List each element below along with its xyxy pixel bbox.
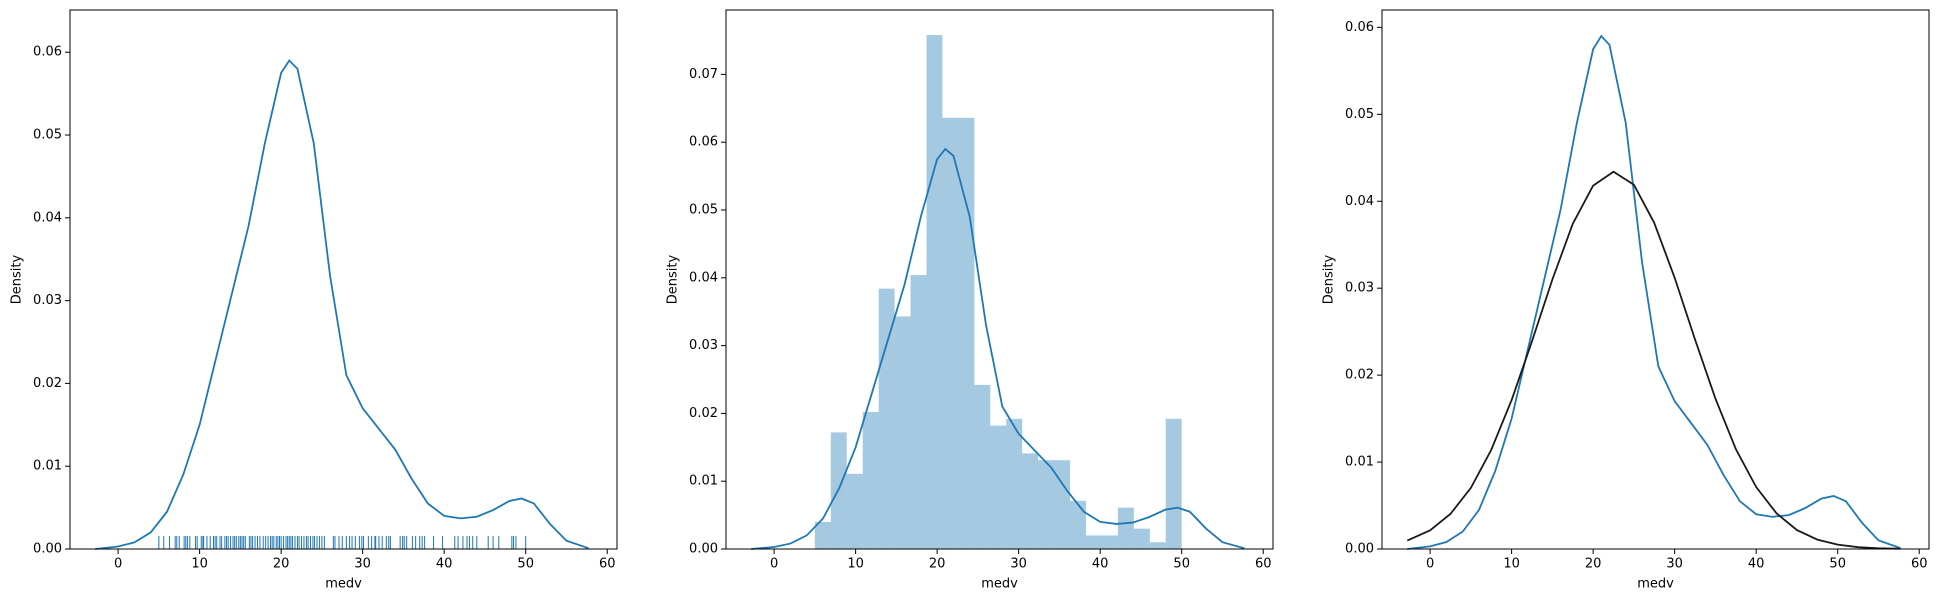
histogram-bar	[1085, 535, 1102, 549]
y-tick-label: 0.03	[33, 293, 62, 308]
density-line	[95, 59, 589, 550]
y-axis-label: Density	[1322, 254, 1337, 304]
x-tick-label: 40	[1092, 557, 1109, 572]
histogram-bar	[1038, 460, 1055, 549]
x-tick-label: 30	[1666, 557, 1683, 572]
histogram-bar	[1117, 507, 1134, 549]
x-tick-label: 10	[1503, 557, 1520, 572]
y-tick-label: 0.05	[33, 128, 62, 143]
y-tick-label: 0.04	[1345, 194, 1374, 209]
x-tick-label: 40	[1748, 557, 1765, 572]
x-tick-label: 0	[1426, 557, 1434, 572]
y-tick-label: 0.00	[33, 542, 62, 557]
axes-frame	[725, 9, 1274, 550]
y-axis-label: Density	[666, 254, 681, 304]
histogram-bar	[1006, 418, 1023, 549]
y-tick-label: 0.01	[1345, 455, 1374, 470]
histogram-bar	[1022, 453, 1039, 549]
histogram-bar	[846, 473, 863, 549]
y-tick-label: 0.00	[689, 542, 718, 557]
y-tick-label: 0.06	[1345, 20, 1374, 35]
axes-frame	[1381, 9, 1930, 550]
y-tick-label: 0.03	[689, 338, 718, 353]
histogram-bar	[1101, 535, 1118, 549]
x-tick-label: 10	[191, 557, 208, 572]
histogram-bar	[1133, 528, 1150, 549]
subplot: 0 10 20 30 40 50 60 0.00 0.01 0.02 0.03 0.04 0.05 0.0…	[666, 9, 1274, 592]
x-tick-label: 50	[1829, 557, 1846, 572]
x-tick-label: 20	[929, 557, 946, 572]
histogram-bar	[1165, 418, 1182, 549]
x-tick-label: 60	[1255, 557, 1272, 572]
y-tick-label: 0.02	[1345, 368, 1374, 383]
y-tick-label: 0.05	[1345, 107, 1374, 122]
density-line	[751, 147, 1245, 550]
x-tick-label: 40	[436, 557, 453, 572]
y-tick-label: 0.05	[689, 203, 718, 218]
histogram-bar	[974, 384, 991, 549]
x-tick-label: 50	[517, 557, 534, 572]
histogram-bar	[1070, 500, 1086, 549]
histogram-bar	[990, 425, 1007, 549]
y-tick-label: 0.02	[33, 376, 62, 391]
axes-frame	[69, 9, 618, 550]
x-tick-label: 60	[1911, 557, 1928, 572]
y-tick-label: 0.04	[689, 270, 718, 285]
subplot: 0 10 20 30 40 50 60 0.00 0.01 0.02 0.03 0.04 0.05 0.0…	[1322, 9, 1930, 592]
x-tick-label: 50	[1173, 557, 1190, 572]
histogram-bar	[894, 316, 911, 549]
histogram-bar	[814, 521, 831, 549]
x-tick-label: 20	[273, 557, 290, 572]
density-line	[1406, 170, 1901, 550]
x-tick-label: 30	[354, 557, 371, 572]
y-tick-label: 0.07	[689, 67, 718, 82]
x-tick-label: 60	[599, 557, 616, 572]
x-axis-label: medv	[325, 577, 362, 592]
x-axis-label: medv	[981, 577, 1018, 592]
y-tick-label: 0.03	[1345, 281, 1374, 296]
histogram-bar	[878, 288, 895, 549]
histogram-bar	[910, 275, 927, 549]
y-tick-label: 0.00	[1345, 542, 1374, 557]
y-axis-label: Density	[10, 254, 25, 304]
x-tick-label: 30	[1010, 557, 1027, 572]
subplot: 0 10 20 30 40 50 60 0.00 0.01 0.02 0.03 0.04 0.05 0.0…	[10, 9, 618, 592]
y-tick-label: 0.06	[689, 135, 718, 150]
x-tick-label: 20	[1585, 557, 1602, 572]
histogram-bar	[926, 35, 943, 550]
x-tick-label: 0	[770, 557, 778, 572]
histogram-bar	[1054, 460, 1071, 549]
histogram-bar	[862, 412, 879, 549]
y-tick-label: 0.01	[689, 474, 718, 489]
x-axis-label: medv	[1637, 577, 1674, 592]
density-line	[1407, 34, 1901, 550]
x-tick-label: 10	[847, 557, 864, 572]
y-tick-label: 0.01	[33, 459, 62, 474]
x-tick-label: 0	[114, 557, 122, 572]
histogram-bar	[1149, 542, 1166, 549]
y-tick-label: 0.06	[33, 45, 62, 60]
y-tick-label: 0.02	[689, 406, 718, 421]
y-tick-label: 0.04	[33, 210, 62, 225]
histogram-bar	[942, 117, 959, 550]
